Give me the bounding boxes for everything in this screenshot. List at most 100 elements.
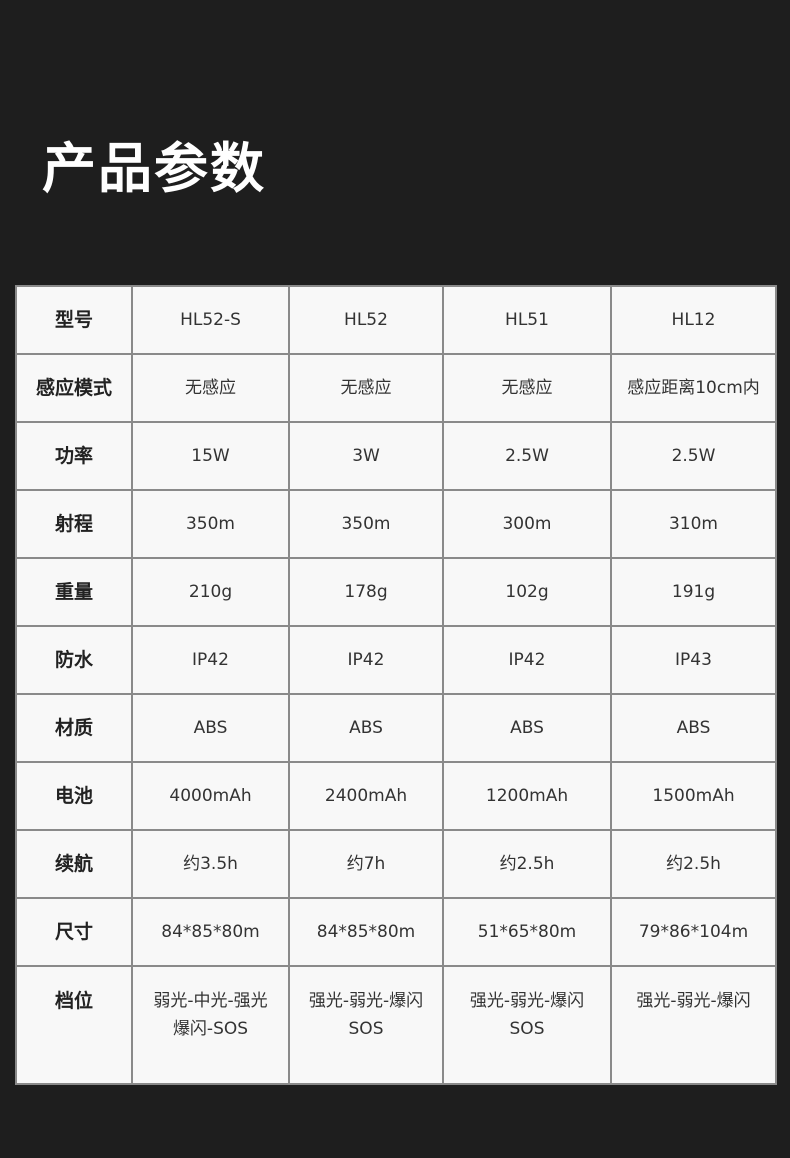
cell-text: 1200mAh xyxy=(485,786,569,806)
table-cell: 2.5W xyxy=(610,421,777,491)
table-cell: 约7h xyxy=(288,829,444,899)
table-cell: 84*85*80m xyxy=(131,897,290,967)
table-cell: 无感应 xyxy=(131,353,290,423)
table-cell: 2400mAh xyxy=(288,761,444,831)
cell-text: 2400mAh xyxy=(324,786,408,806)
row-label: 感应模式 xyxy=(15,353,133,423)
table-cell: 84*85*80m xyxy=(288,897,444,967)
table-cell: 约3.5h xyxy=(131,829,290,899)
page-title: 产品参数 xyxy=(42,137,266,200)
row-label: 型号 xyxy=(15,285,133,355)
cell-text: 300m xyxy=(502,514,552,534)
cell-text: IP42 xyxy=(347,650,385,670)
row-label: 防水 xyxy=(15,625,133,695)
cell-text: 约7h xyxy=(346,854,386,874)
cell-text: 350m xyxy=(341,514,391,534)
row-label: 材质 xyxy=(15,693,133,763)
cell-text: 178g xyxy=(344,582,388,602)
cell-text: 无感应 xyxy=(185,378,236,398)
cell-text: HL52-S xyxy=(180,310,241,330)
row-label: 电池 xyxy=(15,761,133,831)
cell-text: IP42 xyxy=(192,650,229,670)
table-cell: 51*65*80m xyxy=(442,897,612,967)
cell-text: IP43 xyxy=(675,650,712,670)
cell-text: 310m xyxy=(668,514,718,534)
table-cell: HL51 xyxy=(442,285,612,355)
cell-text: HL52 xyxy=(344,310,388,330)
table-cell: 191g xyxy=(610,557,777,627)
cell-text: 191g xyxy=(671,582,716,602)
cell-text: 3W xyxy=(352,446,380,466)
table-cell: ABS xyxy=(442,693,612,763)
table-cell: 300m xyxy=(442,489,612,559)
table-cell: 15W xyxy=(131,421,290,491)
table-cell: 约2.5h xyxy=(610,829,777,899)
cell-text: 约3.5h xyxy=(183,854,238,874)
cell-text: 2.5W xyxy=(671,446,716,466)
table-cell: 强光-弱光-爆闪 SOS xyxy=(288,965,444,1085)
cell-text: ABS xyxy=(510,718,544,738)
table-cell: HL52 xyxy=(288,285,444,355)
table-cell: 4000mAh xyxy=(131,761,290,831)
row-label: 续航 xyxy=(15,829,133,899)
table-row: 档位 弱光-中光-强光 爆闪-SOS 强光-弱光-爆闪 SOS 强光-弱光-爆闪 SOS 强光… xyxy=(15,965,777,1085)
table-cell: IP42 xyxy=(442,625,612,695)
table-cell: 210g xyxy=(131,557,290,627)
table-row: 型号 HL52-S HL52 HL51 HL12 xyxy=(15,285,777,355)
table-cell: 强光-弱光-爆闪 xyxy=(610,965,777,1085)
cell-text: IP42 xyxy=(508,650,546,670)
cell-text: 84*85*80m xyxy=(161,922,260,942)
table-cell: 178g xyxy=(288,557,444,627)
table-row: 材质 ABS ABS ABS ABS xyxy=(15,693,777,763)
cell-text: 210g xyxy=(188,582,233,602)
cell-text: 爆闪-SOS xyxy=(172,1019,249,1039)
table-row: 尺寸 84*85*80m 84*85*80m 51*65*80m 79*86*104m xyxy=(15,897,777,967)
table-row: 防水 IP42 IP42 IP42 IP43 xyxy=(15,625,777,695)
row-label: 尺寸 xyxy=(15,897,133,967)
table-cell: 310m xyxy=(610,489,777,559)
cell-text: 强光-弱光-爆闪 xyxy=(308,991,424,1011)
spec-table: 型号 HL52-S HL52 HL51 HL12 感应模式 无感应 无感应 无感应 感应距离10c… xyxy=(15,285,777,1085)
table-cell: 强光-弱光-爆闪 SOS xyxy=(442,965,612,1085)
cell-text: 强光-弱光-爆闪 xyxy=(469,991,585,1011)
row-label: 功率 xyxy=(15,421,133,491)
cell-text: 15W xyxy=(191,446,230,466)
cell-text: 1500mAh xyxy=(652,786,735,806)
table-cell: 3W xyxy=(288,421,444,491)
cell-text: 弱光-中光-强光 xyxy=(153,991,268,1011)
table-cell: 无感应 xyxy=(442,353,612,423)
table-cell: 350m xyxy=(131,489,290,559)
table-cell: HL12 xyxy=(610,285,777,355)
cell-text: 无感应 xyxy=(340,378,392,398)
table-cell: 2.5W xyxy=(442,421,612,491)
row-label: 档位 xyxy=(15,965,133,1085)
cell-text: HL12 xyxy=(671,310,716,330)
table-cell: ABS xyxy=(288,693,444,763)
cell-text: 强光-弱光-爆闪 xyxy=(636,991,751,1011)
cell-text: SOS xyxy=(509,1019,545,1039)
cell-text: 51*65*80m xyxy=(477,922,577,942)
table-cell: 1200mAh xyxy=(442,761,612,831)
row-label: 射程 xyxy=(15,489,133,559)
table-row: 重量 210g 178g 102g 191g xyxy=(15,557,777,627)
cell-text: 感应距离10cm内 xyxy=(627,378,760,398)
table-cell: IP43 xyxy=(610,625,777,695)
cell-text: SOS xyxy=(348,1019,384,1039)
cell-text: HL51 xyxy=(505,310,549,330)
cell-text: 约2.5h xyxy=(666,854,721,874)
table-row: 功率 15W 3W 2.5W 2.5W xyxy=(15,421,777,491)
cell-text: 84*85*80m xyxy=(316,922,416,942)
cell-text: 2.5W xyxy=(505,446,549,466)
table-cell: 79*86*104m xyxy=(610,897,777,967)
table-cell: 无感应 xyxy=(288,353,444,423)
cell-text: ABS xyxy=(349,718,383,738)
row-label: 重量 xyxy=(15,557,133,627)
table-cell: IP42 xyxy=(131,625,290,695)
table-cell: HL52-S xyxy=(131,285,290,355)
cell-text: 约2.5h xyxy=(499,854,555,874)
table-row: 续航 约3.5h 约7h 约2.5h 约2.5h xyxy=(15,829,777,899)
table-cell: 350m xyxy=(288,489,444,559)
table-row: 射程 350m 350m 300m 310m xyxy=(15,489,777,559)
cell-text: ABS xyxy=(676,718,711,738)
table-cell: ABS xyxy=(131,693,290,763)
